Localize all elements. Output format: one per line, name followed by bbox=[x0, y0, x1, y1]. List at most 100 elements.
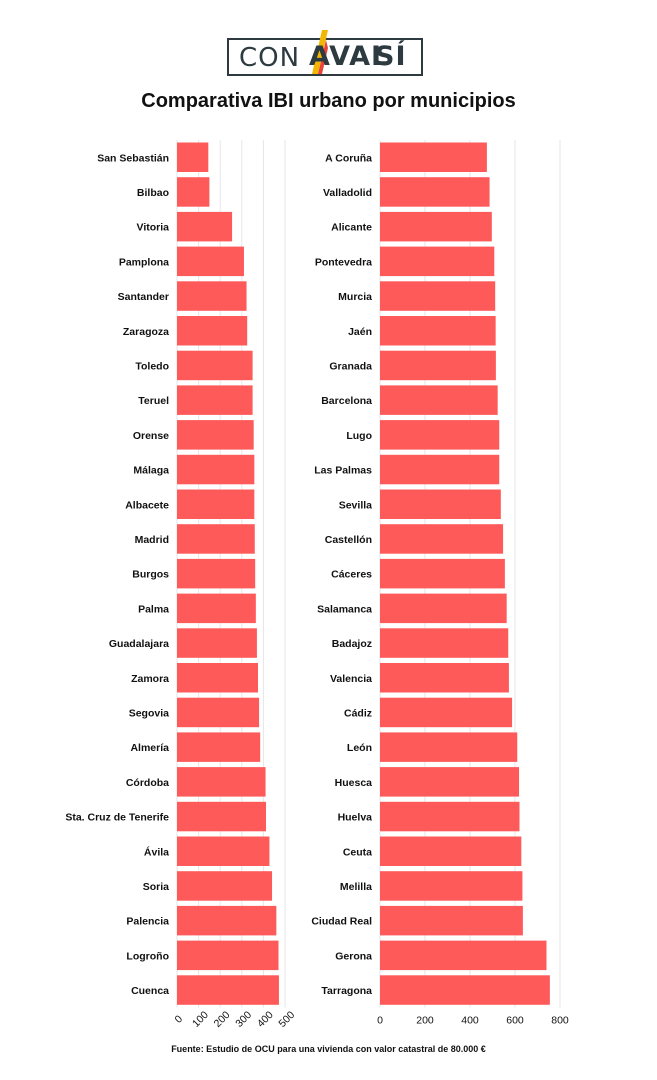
tick-label: 0 bbox=[173, 1013, 186, 1026]
tick-label: 100 bbox=[190, 1009, 211, 1030]
bar bbox=[380, 767, 520, 797]
category-label: Palencia bbox=[126, 916, 169, 928]
category-label: Palma bbox=[138, 603, 169, 615]
bar bbox=[380, 905, 523, 936]
category-label: Castellón bbox=[325, 534, 372, 546]
category-label: Sta. Cruz de Tenerife bbox=[65, 812, 169, 824]
bar bbox=[177, 663, 258, 693]
tick-label: 0 bbox=[377, 1015, 383, 1027]
bar bbox=[380, 697, 513, 728]
category-label: Cáceres bbox=[331, 569, 372, 581]
bar bbox=[380, 558, 505, 589]
bar bbox=[380, 211, 492, 242]
category-label: A Coruña bbox=[325, 152, 372, 164]
tick-label: 200 bbox=[416, 1015, 434, 1027]
tick-label: 600 bbox=[506, 1015, 524, 1027]
category-label: Tarragona bbox=[321, 985, 372, 997]
bar bbox=[380, 871, 523, 901]
bar-charts: San Sebastián Bilbao Vitoria Pamplona Santan… bbox=[65, 140, 569, 1030]
category-label: Barcelona bbox=[321, 395, 372, 407]
bar bbox=[380, 350, 496, 381]
category-label: Logroño bbox=[126, 950, 169, 962]
category-label: Huelva bbox=[338, 812, 373, 824]
bar bbox=[380, 316, 496, 346]
bar bbox=[177, 558, 256, 589]
bar bbox=[380, 246, 495, 277]
tick-label: 400 bbox=[461, 1015, 479, 1027]
bar bbox=[380, 628, 509, 658]
bar bbox=[177, 905, 277, 936]
category-label: Cádiz bbox=[344, 707, 372, 719]
bar bbox=[177, 628, 257, 658]
category-label: Vitoria bbox=[137, 222, 170, 234]
bar bbox=[177, 767, 266, 797]
category-label: Las Palmas bbox=[314, 465, 372, 477]
bar bbox=[177, 211, 233, 242]
bar bbox=[177, 836, 270, 866]
category-label: Madrid bbox=[135, 534, 169, 546]
category-label: Zaragoza bbox=[123, 326, 169, 338]
category-label: Huesca bbox=[335, 777, 373, 789]
bar bbox=[380, 593, 507, 624]
bar bbox=[177, 697, 260, 728]
bar bbox=[177, 454, 255, 485]
bar bbox=[177, 871, 273, 901]
category-label: Segovia bbox=[129, 707, 169, 719]
bar bbox=[380, 801, 520, 832]
category-label: Gerona bbox=[335, 950, 372, 962]
bar bbox=[177, 142, 209, 172]
logo: CON AVAL SÍ bbox=[227, 30, 423, 76]
category-label: Jaén bbox=[348, 326, 372, 338]
category-label: Pontevedra bbox=[315, 256, 372, 268]
bar bbox=[177, 246, 244, 277]
chart-title: Comparativa IBI urbano por municipios bbox=[141, 90, 516, 112]
category-label: Sevilla bbox=[339, 499, 372, 511]
logo-text-aval: AVAL bbox=[309, 41, 390, 72]
category-label: Orense bbox=[133, 430, 169, 442]
tick-label: 300 bbox=[233, 1009, 254, 1030]
tick-label: 200 bbox=[212, 1009, 233, 1030]
bar bbox=[380, 524, 504, 554]
category-label: Teruel bbox=[138, 395, 169, 407]
category-label: Valladolid bbox=[323, 187, 372, 199]
logo-text-si: SÍ bbox=[375, 41, 407, 72]
tick-label: 800 bbox=[551, 1015, 569, 1027]
bar bbox=[177, 940, 279, 971]
logo-text-con: CON bbox=[239, 43, 301, 73]
bar bbox=[177, 350, 253, 381]
bar bbox=[380, 663, 509, 693]
category-label: Lugo bbox=[346, 430, 372, 442]
category-label: Pamplona bbox=[119, 256, 169, 268]
bar bbox=[380, 420, 500, 450]
category-label: Ciudad Real bbox=[311, 916, 372, 928]
logo-accent-icon bbox=[312, 30, 328, 74]
category-label: Murcia bbox=[338, 291, 372, 303]
bar bbox=[177, 385, 253, 415]
bar bbox=[177, 593, 256, 624]
bar bbox=[380, 454, 500, 485]
category-label: Córdoba bbox=[126, 777, 169, 789]
source-footnote: Fuente: Estudio de OCU para una vivienda… bbox=[171, 1044, 486, 1054]
bar bbox=[380, 281, 496, 311]
category-label: Alicante bbox=[331, 222, 372, 234]
bar bbox=[380, 836, 522, 866]
category-label: Toledo bbox=[135, 360, 169, 372]
bar bbox=[177, 177, 210, 207]
bar bbox=[380, 732, 518, 762]
bar bbox=[380, 385, 498, 415]
bar bbox=[177, 801, 266, 832]
category-label: San Sebastián bbox=[97, 152, 169, 164]
category-label: Badajoz bbox=[332, 638, 372, 650]
bar bbox=[380, 142, 487, 172]
bar bbox=[380, 975, 550, 1005]
category-label: Ceuta bbox=[343, 846, 372, 858]
category-label: Soria bbox=[143, 881, 169, 893]
category-label: Burgos bbox=[132, 569, 169, 581]
tick-label: 400 bbox=[255, 1009, 276, 1030]
bar bbox=[177, 732, 261, 762]
bar bbox=[177, 420, 254, 450]
category-label: Málaga bbox=[133, 465, 169, 477]
bar bbox=[380, 940, 547, 971]
bar bbox=[380, 177, 490, 207]
category-label: Albacete bbox=[125, 499, 169, 511]
